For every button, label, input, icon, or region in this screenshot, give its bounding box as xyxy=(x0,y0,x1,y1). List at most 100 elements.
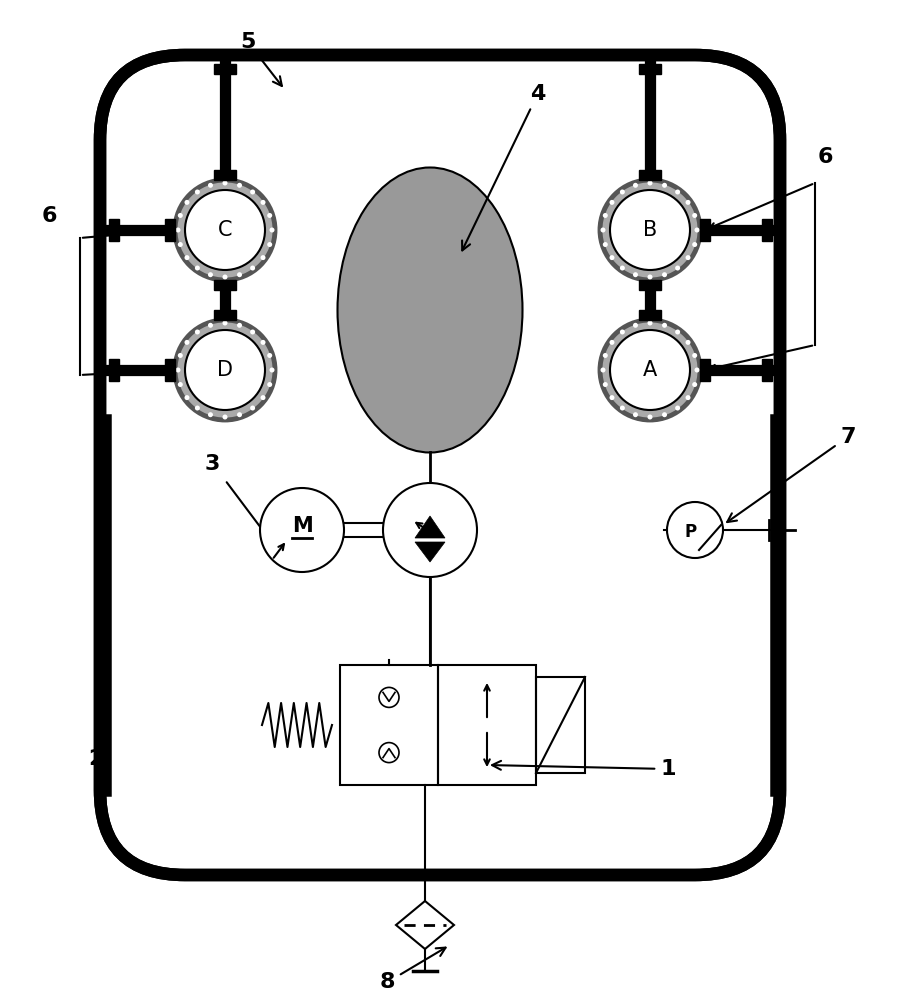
Circle shape xyxy=(185,395,189,400)
Polygon shape xyxy=(639,280,661,290)
Polygon shape xyxy=(214,64,236,74)
Circle shape xyxy=(176,367,180,372)
Text: 4: 4 xyxy=(462,84,546,250)
Polygon shape xyxy=(214,170,236,180)
Circle shape xyxy=(261,395,265,400)
Text: 6: 6 xyxy=(42,206,58,226)
Text: D: D xyxy=(217,360,233,380)
Circle shape xyxy=(685,200,691,205)
Circle shape xyxy=(237,323,242,328)
Circle shape xyxy=(675,406,681,411)
Circle shape xyxy=(208,323,213,328)
Circle shape xyxy=(176,228,180,232)
Circle shape xyxy=(692,213,697,218)
Circle shape xyxy=(609,200,614,205)
Polygon shape xyxy=(761,219,771,241)
Circle shape xyxy=(603,242,608,247)
Polygon shape xyxy=(639,310,661,320)
Circle shape xyxy=(379,687,399,707)
Polygon shape xyxy=(761,359,771,381)
Circle shape xyxy=(633,272,638,277)
Circle shape xyxy=(609,340,614,345)
Ellipse shape xyxy=(338,167,522,452)
Circle shape xyxy=(662,183,667,188)
Circle shape xyxy=(675,329,681,334)
Circle shape xyxy=(185,190,265,270)
Bar xyxy=(536,677,585,773)
Polygon shape xyxy=(415,542,445,562)
Circle shape xyxy=(610,330,690,410)
Circle shape xyxy=(177,213,183,218)
Circle shape xyxy=(692,353,697,358)
Circle shape xyxy=(633,323,638,328)
Circle shape xyxy=(237,183,242,188)
Circle shape xyxy=(633,412,638,417)
Circle shape xyxy=(610,190,690,270)
Circle shape xyxy=(175,320,275,420)
Circle shape xyxy=(260,488,344,572)
Circle shape xyxy=(647,320,653,326)
Circle shape xyxy=(620,189,624,194)
Circle shape xyxy=(223,274,227,279)
Circle shape xyxy=(261,255,265,260)
Circle shape xyxy=(685,395,691,400)
Circle shape xyxy=(692,242,697,247)
Circle shape xyxy=(223,414,227,420)
Text: 1: 1 xyxy=(492,759,675,779)
Polygon shape xyxy=(109,219,119,241)
Circle shape xyxy=(267,213,272,218)
Circle shape xyxy=(185,255,189,260)
Circle shape xyxy=(250,406,255,411)
Text: P: P xyxy=(685,523,697,541)
Circle shape xyxy=(694,367,700,372)
Circle shape xyxy=(177,353,183,358)
Circle shape xyxy=(223,320,227,326)
Text: B: B xyxy=(643,220,657,240)
Circle shape xyxy=(185,330,265,410)
Polygon shape xyxy=(639,170,661,180)
Text: 2: 2 xyxy=(88,725,106,769)
Polygon shape xyxy=(415,516,445,538)
Circle shape xyxy=(185,200,189,205)
Circle shape xyxy=(177,382,183,387)
Circle shape xyxy=(600,320,700,420)
Circle shape xyxy=(603,382,608,387)
Circle shape xyxy=(195,406,200,411)
Text: 6: 6 xyxy=(818,147,834,167)
Circle shape xyxy=(685,255,691,260)
Circle shape xyxy=(185,340,189,345)
Circle shape xyxy=(250,266,255,271)
Circle shape xyxy=(603,353,608,358)
Circle shape xyxy=(267,353,272,358)
Circle shape xyxy=(175,180,275,280)
Circle shape xyxy=(250,189,255,194)
Circle shape xyxy=(633,183,638,188)
Circle shape xyxy=(195,189,200,194)
Text: 3: 3 xyxy=(205,454,221,474)
Circle shape xyxy=(208,272,213,277)
Circle shape xyxy=(685,340,691,345)
Circle shape xyxy=(223,180,227,186)
Circle shape xyxy=(675,189,681,194)
Circle shape xyxy=(647,414,653,420)
Circle shape xyxy=(270,228,274,232)
Circle shape xyxy=(609,395,614,400)
Text: 5: 5 xyxy=(240,32,281,86)
Circle shape xyxy=(237,412,242,417)
Circle shape xyxy=(267,382,272,387)
Polygon shape xyxy=(214,310,236,320)
Circle shape xyxy=(620,329,624,334)
Circle shape xyxy=(379,743,399,763)
Circle shape xyxy=(177,242,183,247)
Polygon shape xyxy=(639,64,661,74)
Circle shape xyxy=(675,266,681,271)
Circle shape xyxy=(208,183,213,188)
Circle shape xyxy=(620,266,624,271)
Polygon shape xyxy=(214,280,236,290)
Bar xyxy=(438,665,536,785)
Polygon shape xyxy=(700,359,710,381)
Circle shape xyxy=(662,412,667,417)
Circle shape xyxy=(195,266,200,271)
Circle shape xyxy=(237,272,242,277)
Circle shape xyxy=(600,180,700,280)
